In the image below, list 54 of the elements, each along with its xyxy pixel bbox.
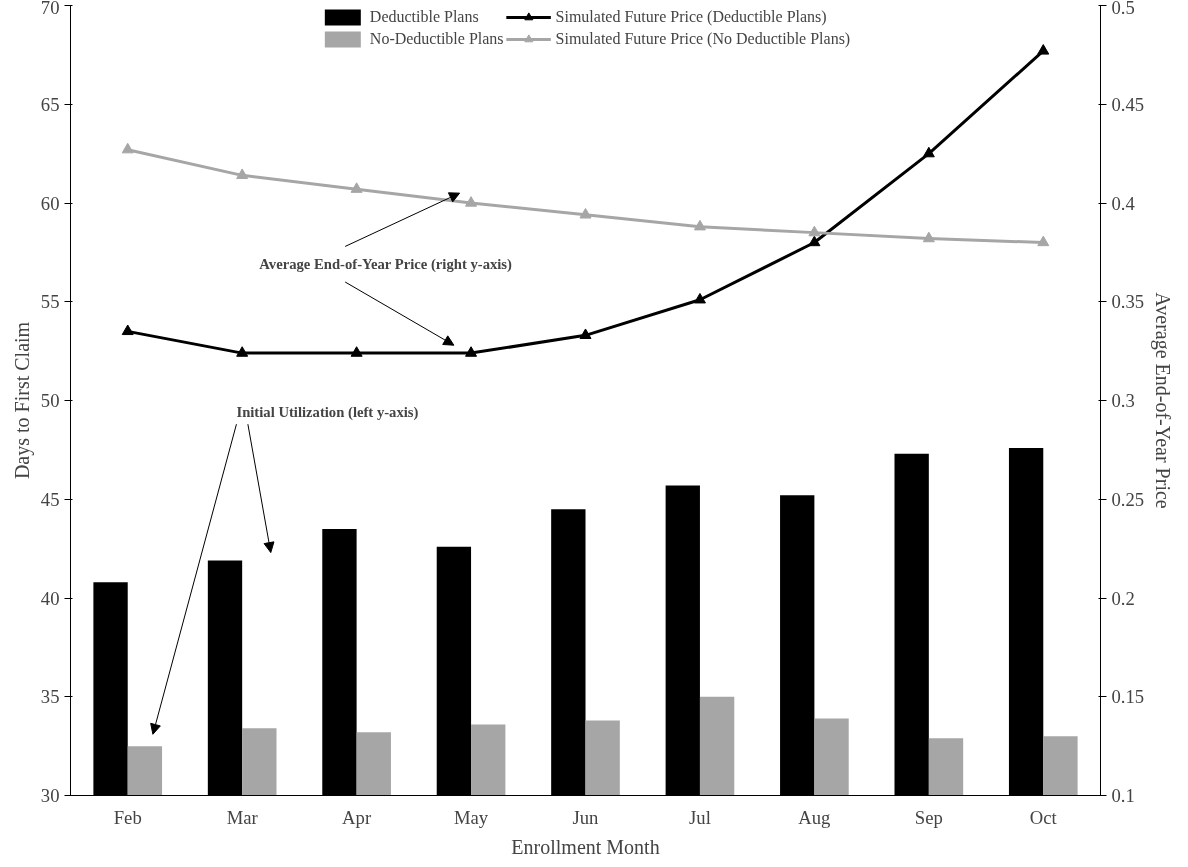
y-tick-label: 55 bbox=[40, 291, 60, 313]
y-tick-label: 70 bbox=[40, 0, 60, 18]
point bbox=[922, 231, 935, 243]
point bbox=[922, 146, 935, 158]
point bbox=[465, 196, 478, 207]
point bbox=[465, 346, 478, 357]
legend-label: Simulated Future Price (Deductible Plans) bbox=[555, 8, 827, 26]
point bbox=[1037, 44, 1050, 55]
point bbox=[350, 182, 363, 193]
legend-label: Simulated Future Price (No Deductible Plans) bbox=[555, 30, 851, 48]
y2-axis-title: Average End-of-Year Price bbox=[1151, 292, 1175, 509]
annotation: Average End-of-Year Price (right y-axis) bbox=[259, 256, 513, 274]
x-tick-label: Mar bbox=[226, 806, 259, 828]
y-tick-label: 30 bbox=[40, 785, 60, 806]
point bbox=[808, 225, 821, 237]
point bbox=[579, 208, 592, 219]
y2-tick-label: 0.45 bbox=[1111, 93, 1145, 115]
point bbox=[693, 292, 706, 304]
point bbox=[693, 219, 706, 231]
y-tick-label: 50 bbox=[40, 390, 60, 411]
x-axis-title: Enrollment Month bbox=[511, 835, 660, 858]
y2-tick-label: 0.3 bbox=[1111, 390, 1135, 411]
y-axis-title: Days to First Claim bbox=[10, 321, 34, 480]
point bbox=[121, 142, 134, 154]
y-tick-label: 65 bbox=[40, 93, 60, 115]
x-tick-label: Sep bbox=[914, 806, 943, 828]
y2-tick-label: 0.5 bbox=[1111, 0, 1135, 18]
legend-label: No-Deductible Plans bbox=[369, 30, 504, 48]
point bbox=[579, 328, 592, 339]
y2-tick-label: 0.25 bbox=[1111, 488, 1145, 510]
x-tick-label: May bbox=[453, 806, 489, 828]
y-tick-label: 60 bbox=[40, 192, 60, 214]
point bbox=[236, 346, 249, 357]
y-tick-label: 45 bbox=[40, 488, 60, 510]
y2-tick-label: 0.15 bbox=[1111, 686, 1145, 708]
annotation: Initial Utilization (left y-axis) bbox=[236, 404, 419, 422]
point bbox=[236, 168, 249, 180]
point bbox=[808, 235, 821, 247]
y2-tick-label: 0.2 bbox=[1111, 587, 1135, 609]
x-tick-label: Jul bbox=[689, 806, 711, 828]
y2-tick-label: 0.35 bbox=[1111, 291, 1145, 313]
y-tick-label: 40 bbox=[40, 587, 60, 609]
y-tick-label: 35 bbox=[40, 686, 60, 708]
x-tick-label: Jun bbox=[572, 806, 600, 828]
y2-tick-label: 0.1 bbox=[1111, 785, 1135, 806]
point bbox=[1037, 235, 1050, 247]
x-tick-label: Apr bbox=[342, 806, 372, 828]
legend-label: Deductible Plans bbox=[369, 8, 479, 26]
y2-tick-label: 0.4 bbox=[1111, 192, 1136, 214]
x-tick-label: Aug bbox=[798, 806, 831, 828]
point bbox=[121, 324, 134, 336]
x-tick-label: Oct bbox=[1029, 806, 1058, 828]
point bbox=[350, 346, 363, 357]
x-tick-label: Feb bbox=[113, 806, 142, 828]
